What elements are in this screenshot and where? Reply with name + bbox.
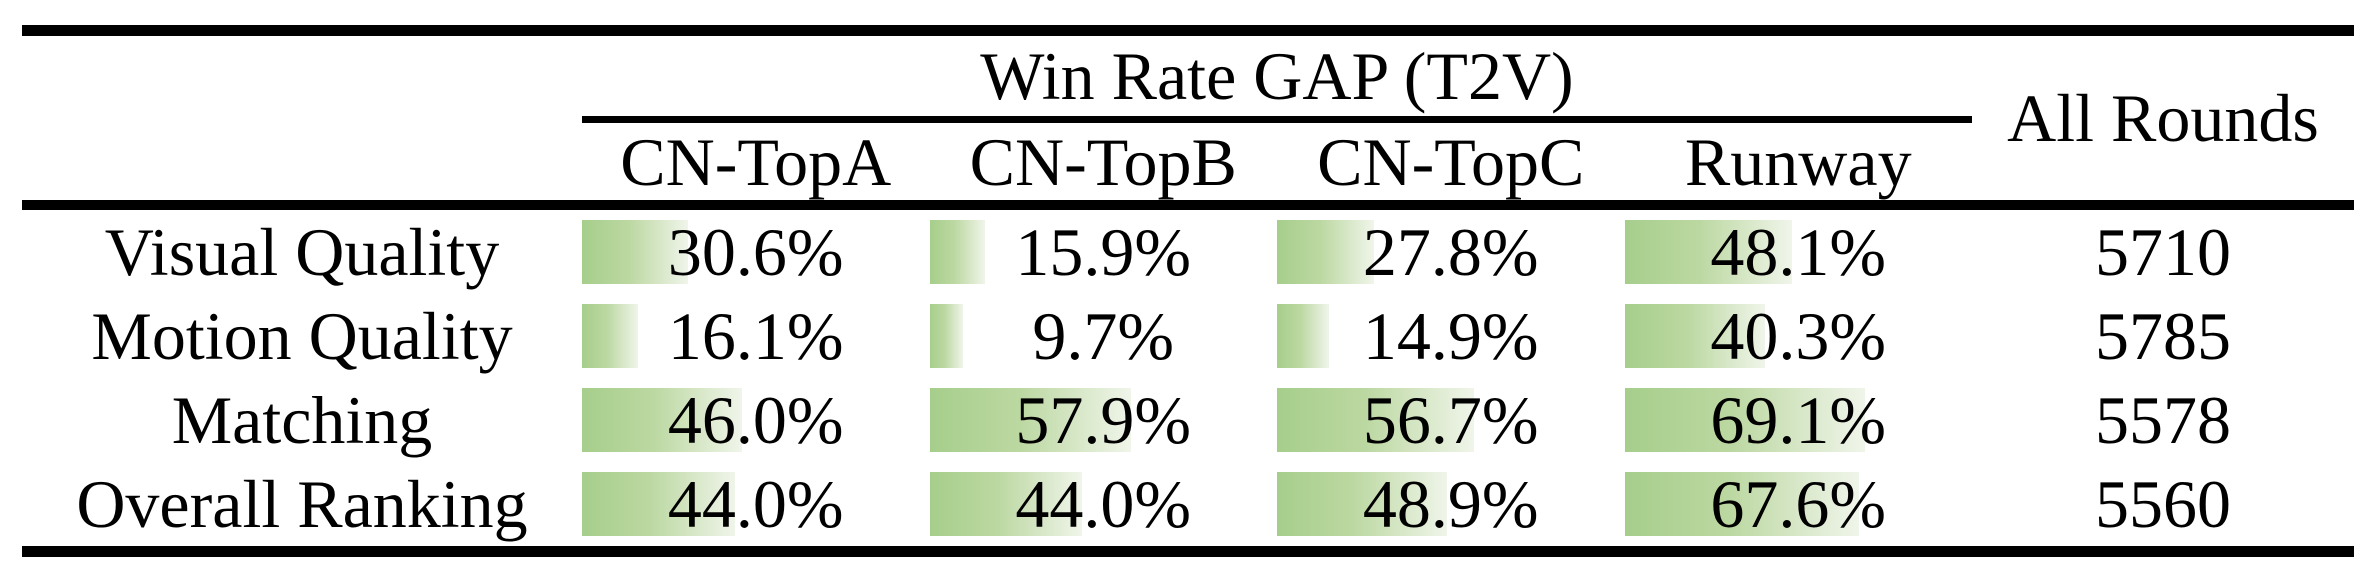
win-rate-bar xyxy=(1277,304,1329,368)
win-rate-bar xyxy=(1624,304,1765,368)
win-rate-value: 30.6% xyxy=(667,214,844,290)
table-cell: 46.0% xyxy=(582,378,930,462)
table-row-matching: Matching 46.0% 57.9% 56.7% 69.1% 5578 xyxy=(22,378,2354,462)
group-underline-rule xyxy=(582,116,1972,123)
all-rounds-value: 5578 xyxy=(2095,382,2231,458)
win-rate-bar xyxy=(582,220,689,284)
table-cell: 44.0% xyxy=(929,462,1278,546)
table-row-motion-quality: Motion Quality 16.1% 9.7% 14.9% 40.3% 57… xyxy=(22,294,2354,378)
table-cell: 48.9% xyxy=(1277,462,1625,546)
table-header: Win Rate GAP (T2V) CN-TopA CN-TopB CN-To… xyxy=(22,36,2354,200)
label-column-spacer xyxy=(22,36,582,200)
column-headers: CN-TopA CN-TopB CN-TopC Runway xyxy=(582,123,1972,200)
table-cell: 40.3% xyxy=(1624,294,1973,378)
win-rate-bar xyxy=(929,304,964,368)
win-rate-value: 48.9% xyxy=(1362,466,1539,542)
column-header-cn-topa: CN-TopA xyxy=(620,123,892,200)
group-header: Win Rate GAP (T2V) xyxy=(980,38,1574,114)
win-rate-value: 27.8% xyxy=(1362,214,1539,290)
column-header-cn-topb: CN-TopB xyxy=(969,123,1237,200)
table-cell: 14.9% xyxy=(1277,294,1625,378)
table-cell: 56.7% xyxy=(1277,378,1625,462)
win-rate-table: Win Rate GAP (T2V) CN-TopA CN-TopB CN-To… xyxy=(22,25,2354,557)
table-cell: 15.9% xyxy=(929,210,1278,294)
win-rate-value: 16.1% xyxy=(667,298,844,374)
all-rounds-value: 5710 xyxy=(2095,214,2231,290)
bottom-rule xyxy=(22,546,2354,557)
row-label: Matching xyxy=(171,382,433,458)
all-rounds-value: 5560 xyxy=(2095,466,2231,542)
table-cell: 9.7% xyxy=(929,294,1278,378)
win-rate-bar xyxy=(1624,388,1865,452)
win-rate-bar xyxy=(929,472,1083,536)
win-rate-bar xyxy=(582,472,735,536)
all-rounds-value: 5785 xyxy=(2095,298,2231,374)
win-rate-value: 44.0% xyxy=(667,466,844,542)
win-rate-bar xyxy=(929,388,1131,452)
win-rate-value: 14.9% xyxy=(1362,298,1539,374)
column-header-all-rounds: All Rounds xyxy=(2007,80,2319,156)
win-rate-bar xyxy=(1277,220,1374,284)
win-rate-bar xyxy=(929,220,985,284)
row-label: Motion Quality xyxy=(91,298,513,374)
win-rate-value: 57.9% xyxy=(1015,382,1192,458)
win-rate-value: 67.6% xyxy=(1710,466,1887,542)
win-rate-bar xyxy=(1624,220,1792,284)
win-rate-bar xyxy=(1277,388,1475,452)
win-rate-value: 69.1% xyxy=(1710,382,1887,458)
row-label: Visual Quality xyxy=(104,214,500,290)
table-cell: 27.8% xyxy=(1277,210,1625,294)
table-cell: 67.6% xyxy=(1624,462,1973,546)
win-rate-value: 46.0% xyxy=(667,382,844,458)
table-cell: 69.1% xyxy=(1624,378,1973,462)
table-cell: 30.6% xyxy=(582,210,930,294)
win-rate-bar xyxy=(1624,472,1860,536)
table-body: Visual Quality 30.6% 15.9% 27.8% 48.1% 5… xyxy=(22,210,2354,546)
win-rate-group: Win Rate GAP (T2V) CN-TopA CN-TopB CN-To… xyxy=(582,36,1972,200)
win-rate-value: 15.9% xyxy=(1015,214,1192,290)
win-rate-bar xyxy=(582,388,742,452)
column-header-runway: Runway xyxy=(1684,123,1912,200)
table-cell: 57.9% xyxy=(929,378,1278,462)
top-rule xyxy=(22,25,2354,36)
table-cell: 44.0% xyxy=(582,462,930,546)
header-rule xyxy=(22,200,2354,210)
table-cell: 48.1% xyxy=(1624,210,1973,294)
win-rate-bar xyxy=(582,304,638,368)
table-row-overall-ranking: Overall Ranking 44.0% 44.0% 48.9% 67.6% … xyxy=(22,462,2354,546)
win-rate-value: 9.7% xyxy=(1032,298,1175,374)
table-row-visual-quality: Visual Quality 30.6% 15.9% 27.8% 48.1% 5… xyxy=(22,210,2354,294)
win-rate-bar xyxy=(1277,472,1447,536)
win-rate-value: 40.3% xyxy=(1710,298,1887,374)
win-rate-value: 44.0% xyxy=(1015,466,1192,542)
row-label: Overall Ranking xyxy=(76,466,528,542)
column-header-cn-topc: CN-TopC xyxy=(1317,123,1585,200)
win-rate-value: 48.1% xyxy=(1710,214,1887,290)
win-rate-value: 56.7% xyxy=(1362,382,1539,458)
table-cell: 16.1% xyxy=(582,294,930,378)
